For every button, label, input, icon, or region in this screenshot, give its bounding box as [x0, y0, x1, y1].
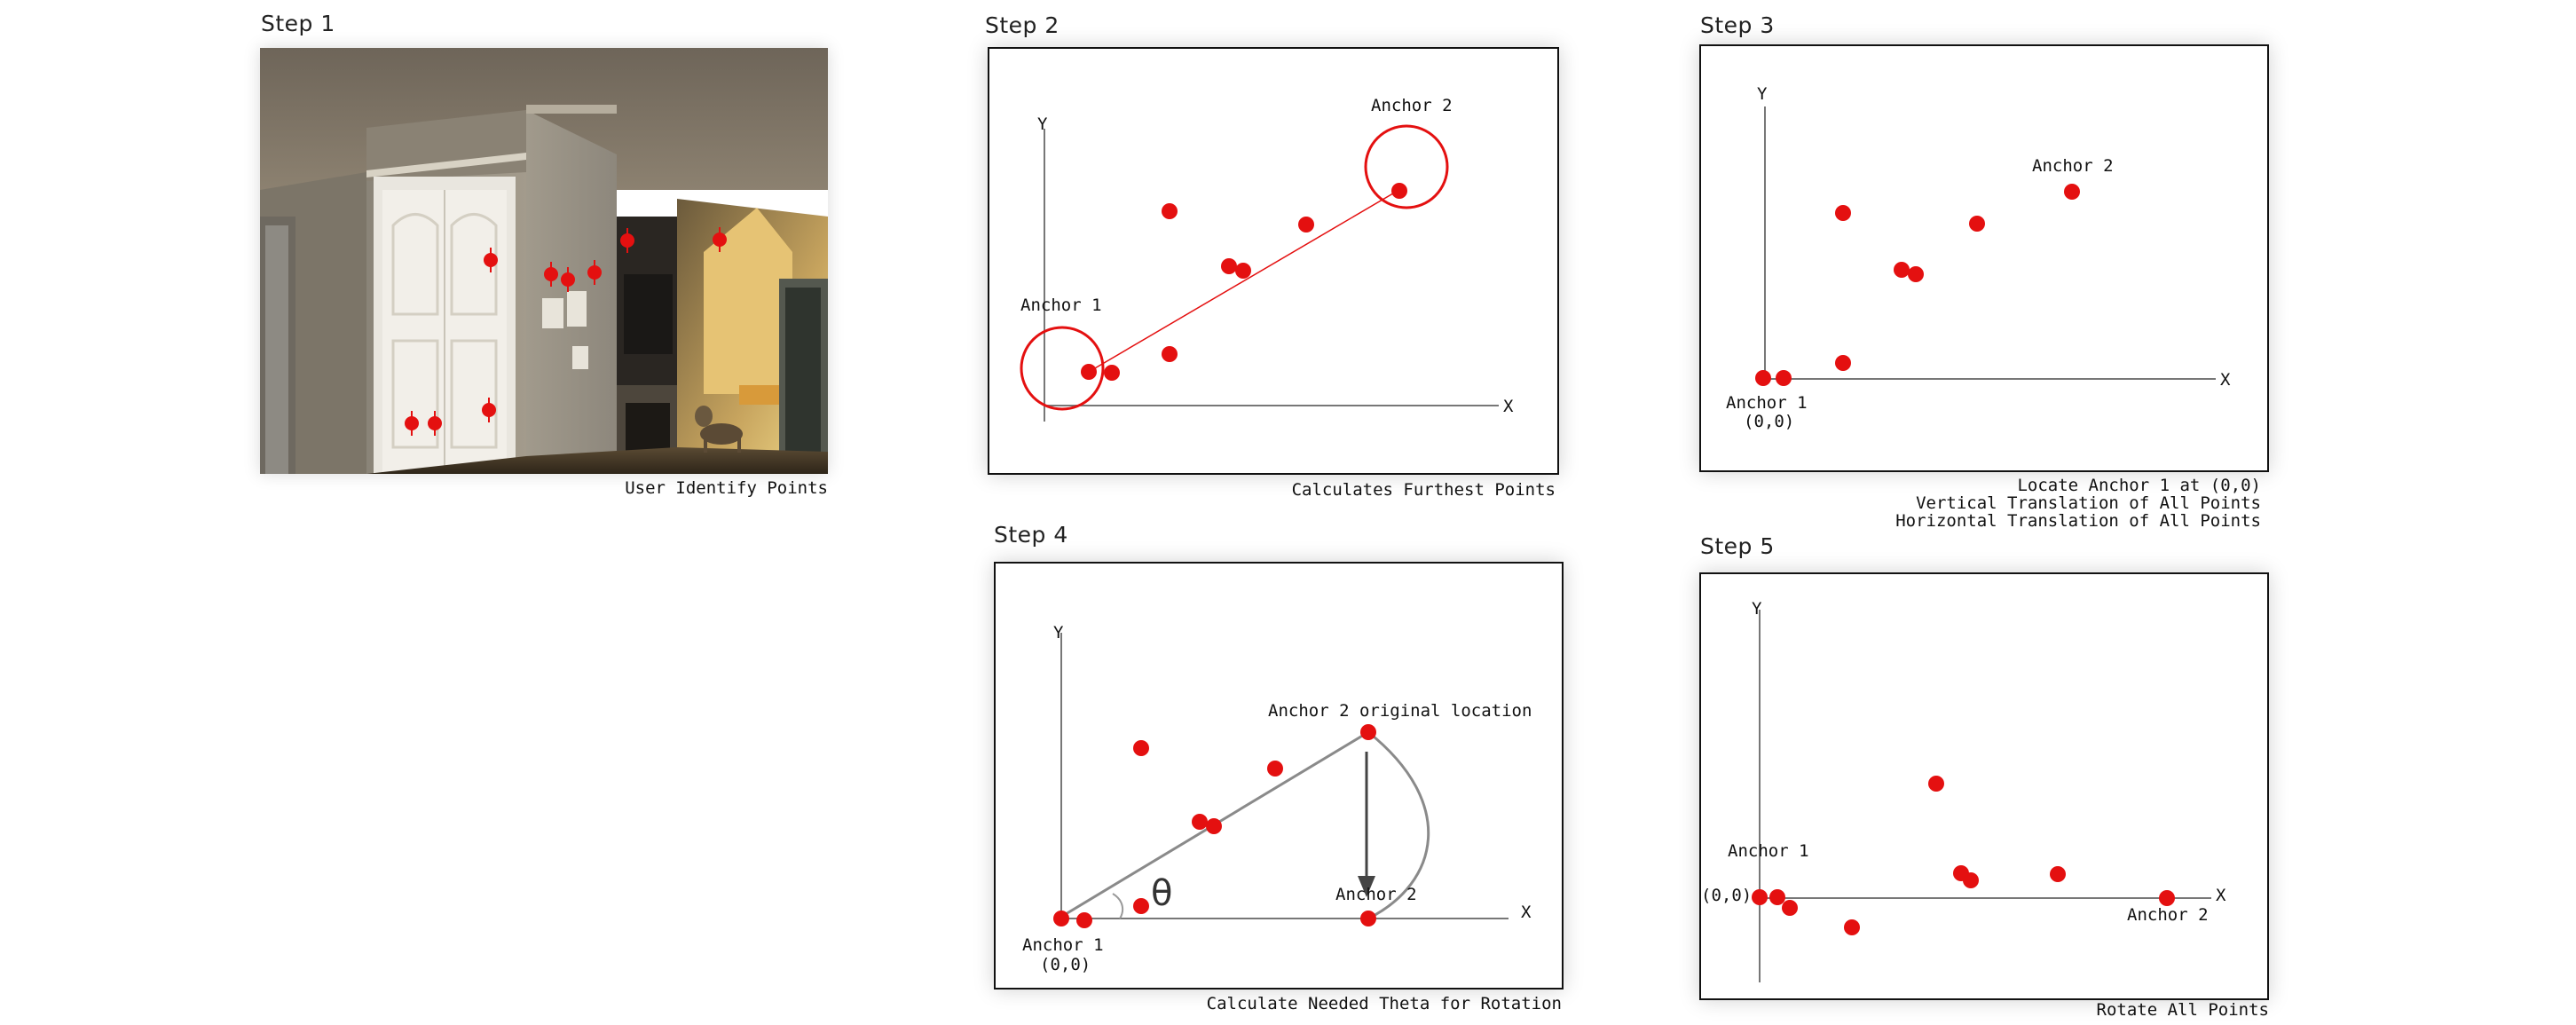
red-point-4 — [1162, 203, 1178, 219]
red-point-1 — [1752, 889, 1768, 905]
red-point-7 — [1963, 872, 1979, 888]
origin-label: (0,0) — [1744, 412, 1794, 431]
rotation-arc — [1367, 730, 1430, 920]
step-5-title: Step 5 — [1700, 533, 1775, 559]
red-point-2 — [1776, 370, 1792, 386]
anchor-1-label: Anchor 1 — [1726, 393, 1808, 413]
red-point-7 — [1267, 761, 1283, 777]
red-point-1 — [1053, 911, 1069, 926]
red-point-7 — [1298, 217, 1314, 233]
photo-points-layer — [405, 227, 727, 436]
red-point-6 — [1206, 818, 1222, 834]
room-photo — [260, 48, 828, 474]
step-1-title: Step 1 — [261, 11, 335, 36]
red-point-5 — [1192, 814, 1208, 830]
red-point-6 — [1235, 263, 1251, 279]
step-4-diagram: Y X θ Anchor 2 original location Anchor … — [1022, 623, 1532, 974]
red-point-2 — [1769, 889, 1785, 905]
step-3-caption-line-2: Vertical Translation of All Points — [1916, 493, 2261, 513]
anchor-2-label: Anchor 2 — [2032, 156, 2114, 176]
step-3-title: Step 3 — [1700, 12, 1775, 38]
x-axis-label: X — [1503, 397, 1514, 416]
origin-label: (0,0) — [1040, 955, 1091, 974]
red-point-4 — [1844, 919, 1860, 935]
red-point-8 — [620, 233, 634, 248]
x-axis-label: X — [2216, 886, 2226, 905]
red-point-5 — [544, 267, 558, 281]
red-point-9 — [1360, 911, 1376, 926]
red-point-7 — [1969, 216, 1985, 232]
red-point-1 — [1081, 364, 1097, 380]
red-point-2 — [482, 403, 496, 417]
step-3-caption-line-3: Horizontal Translation of All Points — [1895, 511, 2261, 531]
y-axis-label: Y — [1757, 84, 1768, 104]
red-point-8 — [2064, 184, 2080, 200]
theta-angle-arc — [1112, 893, 1124, 919]
y-axis-label: Y — [1752, 599, 1762, 619]
step-1-caption: User Identify Points — [625, 478, 828, 498]
step-2-title: Step 2 — [985, 12, 1060, 38]
red-point-1 — [484, 253, 498, 267]
step-5-diagram: Y X Anchor 1 (0,0) Anchor 2 — [1701, 599, 2226, 982]
step-4-panel: Y X θ Anchor 2 original location Anchor … — [994, 562, 1564, 990]
rotation-arrow-head — [1358, 876, 1375, 897]
anchor-2-label: Anchor 2 — [1371, 96, 1453, 115]
step-4-title: Step 4 — [994, 522, 1068, 548]
origin-label: (0,0) — [1701, 886, 1752, 905]
anchor-connector-line — [1088, 190, 1398, 373]
red-point-8 — [1360, 724, 1376, 740]
red-point-5 — [1221, 258, 1237, 274]
step-3-caption-line-1: Locate Anchor 1 at (0,0) — [2017, 476, 2261, 495]
red-point-6 — [1908, 266, 1924, 282]
red-point-3 — [1835, 355, 1851, 371]
anchor-2-label: Anchor 2 — [1335, 885, 1417, 904]
step-2-caption: Calculates Furthest Points — [1291, 480, 1556, 500]
step-3-diagram: Y X Anchor 1 (0,0) Anchor 2 — [1726, 84, 2231, 431]
y-axis-label: Y — [1037, 114, 1048, 134]
red-point-5 — [1894, 262, 1910, 278]
red-point-9 — [2159, 890, 2175, 906]
step-5-panel: Y X Anchor 1 (0,0) Anchor 2 — [1699, 572, 2269, 1000]
room-photo-illustration — [260, 48, 828, 474]
red-point-3 — [1782, 900, 1798, 916]
red-point-5 — [1928, 776, 1944, 792]
red-point-6 — [561, 272, 575, 287]
step-2-panel: Y X Anchor 1 Anchor 2 — [988, 47, 1559, 475]
step-3-panel: Y X Anchor 1 (0,0) Anchor 2 — [1699, 44, 2269, 472]
red-point-2 — [1104, 365, 1120, 381]
anchor-1-label: Anchor 1 — [1728, 841, 1809, 861]
x-axis-label: X — [1521, 903, 1532, 922]
red-point-7 — [587, 265, 602, 280]
anchor-1-label: Anchor 1 — [1020, 296, 1102, 315]
red-point-9 — [713, 233, 727, 247]
anchor-2-label: Anchor 2 — [2127, 905, 2209, 925]
anchor-1-highlight-circle — [1020, 326, 1105, 411]
red-point-4 — [428, 416, 442, 430]
anchor-2-original-location-label: Anchor 2 original location — [1268, 701, 1532, 721]
red-point-8 — [1391, 183, 1407, 199]
red-point-3 — [405, 416, 419, 430]
step-2-diagram: Y X Anchor 1 Anchor 2 — [1020, 96, 1514, 422]
red-point-4 — [1835, 205, 1851, 221]
step-5-caption: Rotate All Points — [2096, 1000, 2269, 1020]
x-axis-label: X — [2220, 370, 2231, 390]
red-point-8 — [2050, 866, 2066, 882]
step-4-caption: Calculate Needed Theta for Rotation — [1206, 994, 1562, 1013]
red-point-2 — [1076, 912, 1092, 928]
red-point-3 — [1162, 346, 1178, 362]
red-point-3 — [1133, 898, 1149, 914]
y-axis-label: Y — [1053, 623, 1064, 643]
anchor-1-label: Anchor 1 — [1022, 935, 1104, 955]
red-point-4 — [1133, 740, 1149, 756]
anchor-2-highlight-circle — [1364, 124, 1449, 209]
theta-symbol: θ — [1151, 873, 1172, 914]
red-point-1 — [1755, 370, 1771, 386]
